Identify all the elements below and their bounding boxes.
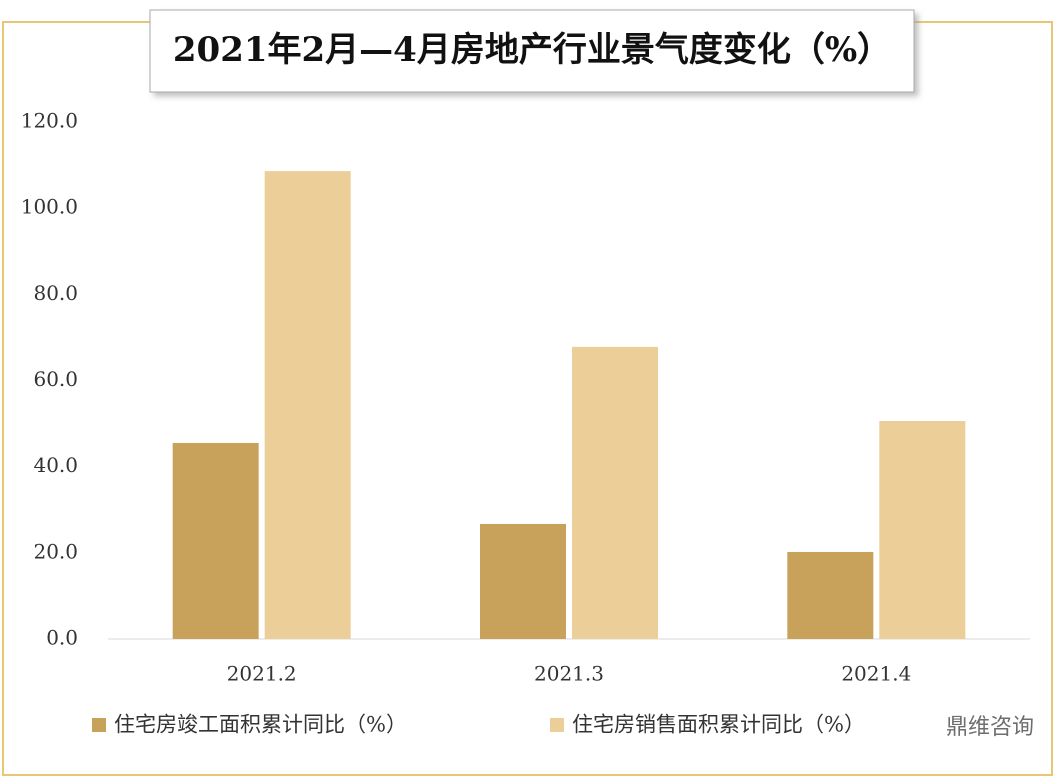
watermark: 鼎维咨询 [946, 715, 1034, 740]
bar [879, 420, 966, 639]
chart-title: 2021年2月—4月房地产行业景气度变化（%） [173, 30, 891, 70]
x-tick-label: 2021.2 [227, 662, 297, 686]
bar [480, 523, 566, 639]
x-tick-label: 2021.4 [841, 662, 911, 686]
bar [172, 442, 259, 639]
y-tick-label: 40.0 [33, 453, 78, 477]
bar [264, 171, 351, 640]
y-tick-label: 100.0 [21, 195, 78, 219]
y-tick-label: 20.0 [33, 539, 78, 563]
bar [787, 551, 874, 639]
bar [572, 346, 658, 639]
legend-swatch [550, 718, 564, 732]
legend-label: 住宅房竣工面积累计同比（%） [114, 713, 407, 737]
legend-swatch [92, 718, 106, 732]
title-box [149, 9, 915, 93]
y-tick-label: 80.0 [33, 281, 78, 305]
y-tick-label: 0.0 [46, 626, 78, 650]
legend-label: 住宅房销售面积累计同比（%） [572, 713, 865, 737]
x-tick-label: 2021.3 [534, 662, 604, 686]
y-tick-label: 120.0 [21, 109, 78, 133]
y-tick-label: 60.0 [33, 367, 78, 391]
